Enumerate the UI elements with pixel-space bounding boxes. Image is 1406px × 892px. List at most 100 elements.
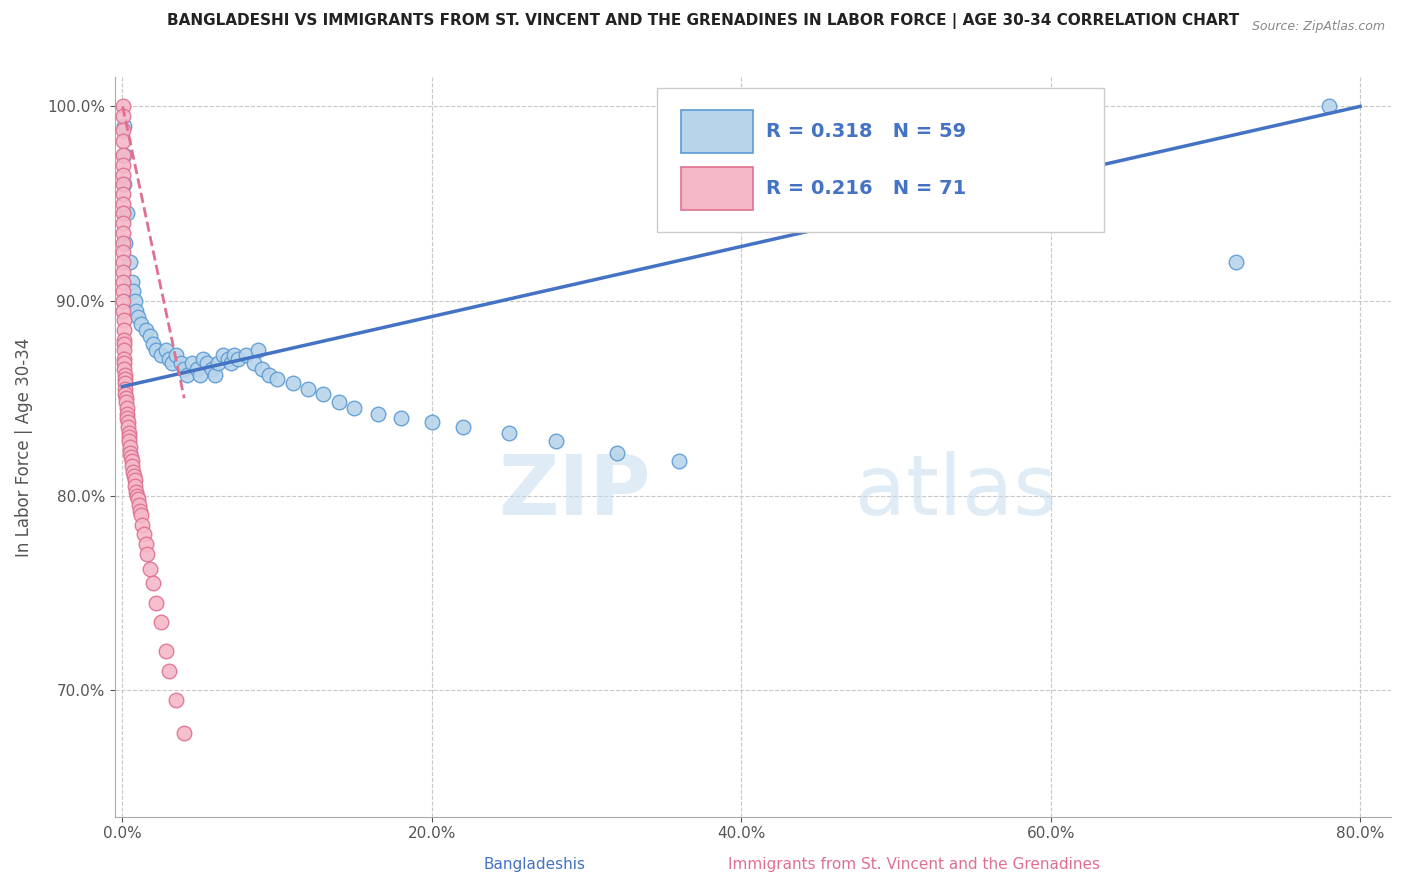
Text: atlas: atlas: [855, 450, 1057, 532]
Point: [367, 407, 389, 421]
Text: BANGLADESHI VS IMMIGRANTS FROM ST. VINCENT AND THE GRENADINES IN LABOR FORCE | A: BANGLADESHI VS IMMIGRANTS FROM ST. VINCE…: [167, 13, 1239, 29]
Point: [127, 310, 149, 324]
Point: [114, 387, 136, 401]
Point: [112, 285, 135, 299]
FancyBboxPatch shape: [657, 88, 1104, 233]
Point: [166, 693, 188, 707]
Point: [115, 395, 138, 409]
Point: [173, 362, 195, 376]
Point: [111, 178, 134, 192]
Point: [150, 348, 173, 362]
Point: [217, 352, 239, 367]
Point: [111, 158, 134, 172]
Point: [420, 415, 443, 429]
Point: [135, 537, 157, 551]
Point: [328, 395, 350, 409]
Point: [160, 356, 183, 370]
Point: [266, 372, 288, 386]
Point: [111, 109, 134, 123]
Point: [139, 562, 162, 576]
Point: [250, 362, 273, 376]
Point: [112, 293, 135, 308]
Point: [176, 368, 198, 382]
Point: [111, 226, 134, 240]
Point: [181, 356, 204, 370]
Point: [150, 615, 173, 629]
Point: [129, 508, 152, 522]
Point: [121, 275, 143, 289]
Text: R = 0.216   N = 71: R = 0.216 N = 71: [766, 179, 966, 198]
Point: [235, 348, 257, 362]
Point: [112, 206, 135, 220]
Point: [117, 426, 139, 441]
Point: [122, 285, 145, 299]
Point: [544, 434, 567, 448]
Point: [112, 303, 135, 318]
Text: R = 0.318   N = 59: R = 0.318 N = 59: [766, 121, 966, 141]
Point: [118, 434, 141, 448]
Point: [122, 465, 145, 479]
Point: [186, 362, 208, 376]
Point: [124, 473, 146, 487]
Point: [222, 348, 245, 362]
Point: [124, 479, 146, 493]
Point: [145, 343, 167, 357]
Point: [155, 343, 177, 357]
Point: [131, 517, 153, 532]
Text: Source: ZipAtlas.com: Source: ZipAtlas.com: [1251, 20, 1385, 33]
Point: [115, 401, 138, 415]
Point: [135, 323, 157, 337]
Point: [155, 644, 177, 658]
Point: [281, 376, 304, 390]
Point: [117, 415, 139, 429]
Point: [112, 336, 135, 351]
Point: [118, 430, 141, 444]
Point: [118, 440, 141, 454]
Point: [112, 343, 135, 357]
Point: [121, 453, 143, 467]
Point: [120, 255, 142, 269]
Point: [125, 303, 148, 318]
Point: [111, 235, 134, 250]
Point: [111, 216, 134, 230]
Point: [389, 410, 412, 425]
Point: [111, 122, 134, 136]
Point: [136, 547, 159, 561]
Point: [112, 275, 135, 289]
Point: [112, 119, 135, 133]
Text: Bangladeshis: Bangladeshis: [484, 857, 585, 872]
Point: [114, 372, 136, 386]
Point: [498, 426, 520, 441]
Point: [112, 356, 135, 370]
FancyBboxPatch shape: [682, 168, 752, 211]
Point: [122, 469, 145, 483]
Point: [128, 498, 150, 512]
Point: [111, 135, 134, 149]
Point: [115, 407, 138, 421]
Point: [312, 387, 335, 401]
Point: [191, 352, 214, 367]
Text: Immigrants from St. Vincent and the Grenadines: Immigrants from St. Vincent and the Gren…: [728, 857, 1099, 872]
Point: [297, 382, 319, 396]
Point: [125, 484, 148, 499]
Point: [668, 453, 690, 467]
Point: [111, 99, 134, 113]
Point: [188, 368, 211, 382]
Point: [112, 323, 135, 337]
Point: [142, 336, 165, 351]
Point: [129, 318, 152, 332]
Point: [115, 206, 138, 220]
Point: [114, 235, 136, 250]
Point: [112, 362, 135, 376]
Point: [121, 459, 143, 474]
Point: [112, 255, 135, 269]
Point: [111, 206, 134, 220]
Point: [117, 410, 139, 425]
Point: [166, 348, 188, 362]
Point: [129, 504, 152, 518]
Point: [112, 265, 135, 279]
Point: [228, 352, 250, 367]
Point: [201, 362, 224, 376]
Text: ZIP: ZIP: [498, 450, 651, 532]
Point: [219, 356, 242, 370]
